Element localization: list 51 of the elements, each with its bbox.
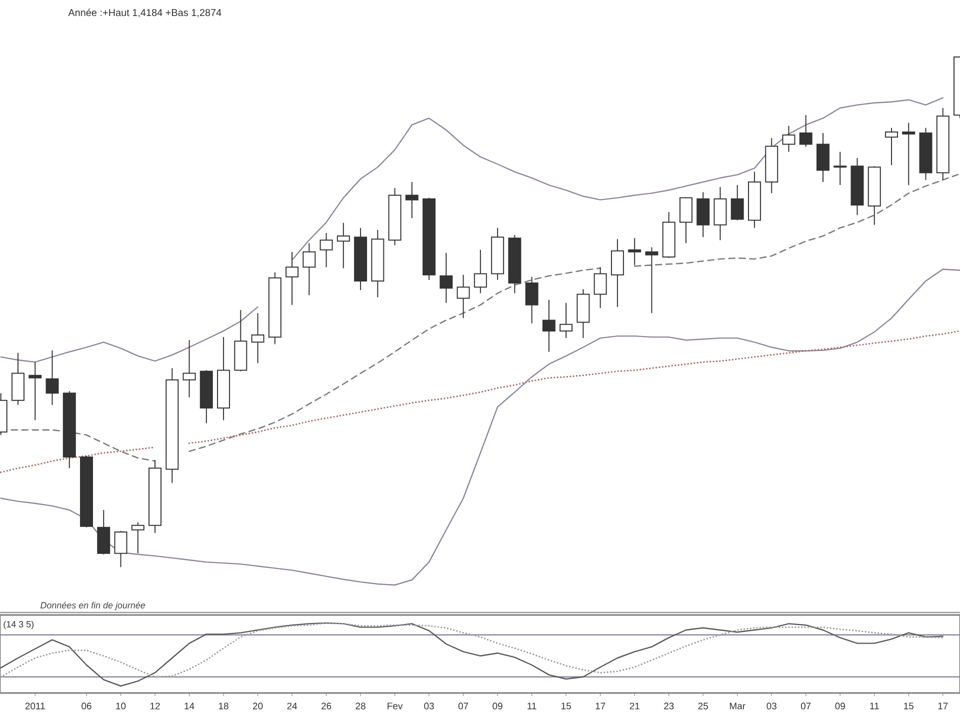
- candlestick: [286, 251, 299, 306]
- x-tick-label: 15: [562, 702, 571, 710]
- candlestick: [799, 114, 812, 148]
- x-tick-label: 17: [938, 702, 948, 710]
- candlestick: [782, 125, 796, 152]
- x-tick-label: 11: [870, 702, 879, 710]
- candlestick: [28, 362, 42, 421]
- x-tick-label: Fev: [388, 702, 403, 710]
- x-tick-label: 07: [458, 702, 468, 710]
- candlestick: [610, 238, 624, 308]
- x-tick-label: 18: [218, 702, 228, 710]
- candlestick: [474, 249, 487, 294]
- x-tick-label: 12: [150, 702, 160, 710]
- candlestick: [405, 181, 418, 219]
- x-tick-label: 26: [321, 702, 332, 710]
- candlestick: [336, 222, 350, 269]
- x-tick-label: 03: [766, 702, 776, 710]
- x-tick-label: 25: [698, 702, 708, 710]
- candlestick: [456, 274, 470, 319]
- candlestick: [730, 184, 744, 221]
- x-tick-label: 23: [664, 702, 674, 710]
- x-tick-label: 17: [596, 702, 606, 710]
- x-tick-label: 10: [116, 702, 126, 710]
- candlestick: [320, 232, 333, 268]
- candlestick: [525, 276, 538, 324]
- candlestick: [645, 246, 658, 314]
- x-tick-label: 11: [528, 702, 536, 710]
- candlestick: [628, 238, 642, 266]
- x-tick-label: 09: [492, 702, 502, 710]
- x-tick-label: 06: [82, 702, 92, 710]
- candlestick: [542, 299, 556, 352]
- x-tick-label: 07: [800, 702, 811, 710]
- candlestick: [834, 151, 847, 186]
- x-tick-label: 28: [356, 702, 366, 710]
- x-tick-label: 21: [630, 702, 640, 710]
- x-tick-label: 20: [252, 702, 263, 710]
- x-tick-label: 03: [424, 702, 434, 710]
- candlestick: [251, 312, 264, 364]
- candlestick: [440, 252, 453, 304]
- candlestick: [902, 122, 916, 186]
- chart-title: (14 3 5): [4, 620, 34, 630]
- candlestick: [885, 127, 898, 166]
- x-tick-label: 15: [904, 702, 914, 710]
- x-tick-label: Mar: [730, 702, 746, 710]
- candlestick: [594, 266, 607, 308]
- x-tick-label: 09: [835, 702, 845, 710]
- candlestick: [560, 302, 573, 339]
- candlestick: [302, 242, 316, 296]
- x-tick-label: 14: [184, 702, 194, 710]
- x-tick-label: 24: [287, 702, 298, 710]
- x-tick-label: 2011: [25, 702, 45, 710]
